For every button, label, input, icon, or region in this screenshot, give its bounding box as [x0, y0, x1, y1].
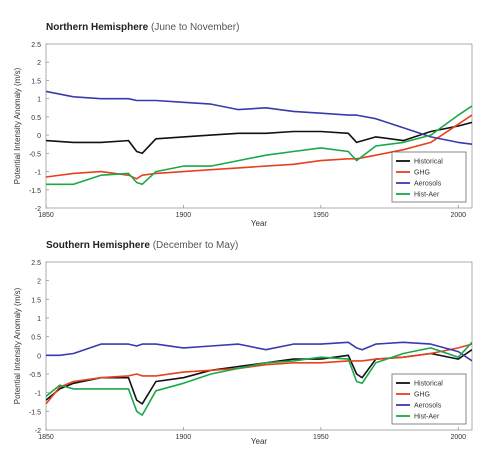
- legend-label: Historical: [414, 381, 443, 388]
- legend-label: Aerosols: [414, 403, 442, 410]
- legend-label: Historical: [414, 159, 443, 166]
- x-tick-label: 1900: [176, 212, 192, 219]
- legend-label: Hist-Aer: [414, 192, 440, 199]
- x-tick-label: 2000: [450, 212, 466, 219]
- y-tick-label: 2: [37, 279, 41, 286]
- y-tick-label: 2.5: [31, 42, 41, 49]
- chart-subtitle: (December to May): [152, 240, 239, 251]
- y-tick-label: -1: [35, 391, 41, 398]
- y-axis-label: Potential Intensity Anomaly (m/s): [13, 67, 22, 184]
- y-tick-label: -1.5: [29, 409, 41, 416]
- chart-subtitle: (June to November): [151, 22, 240, 33]
- legend: Historical GHG Aerosols Hist-Aer: [391, 373, 467, 425]
- chart-title: Southern Hemisphere: [46, 240, 150, 251]
- y-tick-label: -1: [35, 170, 41, 177]
- legend: Historical GHG Aerosols Hist-Aer: [391, 151, 467, 203]
- series-line-historical: [46, 121, 472, 155]
- x-tick-label: 2000: [450, 434, 466, 441]
- y-tick-label: -2: [35, 428, 41, 435]
- y-tick-label: -0.5: [29, 151, 41, 158]
- chart-title: Northern Hemisphere: [46, 22, 149, 33]
- x-tick-label: 1950: [313, 212, 329, 219]
- y-tick-label: -2: [35, 206, 41, 213]
- panel-title-south: Southern Hemisphere (December to May): [46, 240, 238, 251]
- series-line-aerosols: [46, 90, 472, 145]
- y-tick-label: 0: [37, 353, 41, 360]
- y-tick-label: 1: [37, 316, 41, 323]
- y-tick-label: 1: [37, 97, 41, 104]
- chart-panel-2: -2 -1.5 -1 -0.5 0 0.5 1 1.5 2 2.5 1850 1900 1950 2000…: [13, 260, 473, 446]
- x-tick-label: 1900: [176, 434, 192, 441]
- y-tick-label: 1.5: [31, 297, 41, 304]
- y-tick-label: 2.5: [31, 260, 41, 267]
- y-tick-label: -1.5: [29, 188, 41, 195]
- y-tick-label: 0.5: [31, 115, 41, 122]
- series-line-aerosols: [46, 341, 472, 362]
- y-tick-label: -0.5: [29, 372, 41, 379]
- x-tick-label: 1850: [38, 212, 54, 219]
- y-tick-label: 0.5: [31, 335, 41, 342]
- legend-label: GHG: [414, 170, 430, 177]
- legend-label: Aerosols: [414, 181, 442, 188]
- chart-panel-1: -2 -1.5 -1 -0.5 0 0.5 1 1.5 2 2.5 1850 1900 1950 2000…: [13, 42, 473, 228]
- x-axis-label: Year: [251, 437, 268, 446]
- series-line-hist-aer: [46, 341, 472, 416]
- x-tick-label: 1950: [313, 434, 329, 441]
- x-axis-label: Year: [251, 219, 268, 228]
- y-tick-label: 2: [37, 60, 41, 67]
- legend-label: Hist-Aer: [414, 414, 440, 421]
- y-tick-label: 0: [37, 133, 41, 140]
- series-line-hist-aer: [46, 105, 472, 186]
- panel-title-north: Northern Hemisphere (June to November): [46, 22, 239, 33]
- x-tick-label: 1850: [38, 434, 54, 441]
- y-tick-label: 1.5: [31, 78, 41, 85]
- y-axis-label: Potential Intensity Anomaly (m/s): [13, 287, 22, 404]
- legend-label: GHG: [414, 392, 430, 399]
